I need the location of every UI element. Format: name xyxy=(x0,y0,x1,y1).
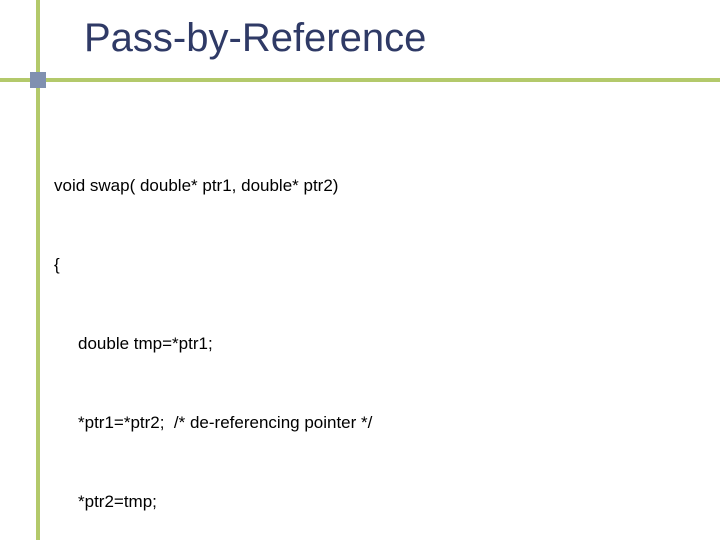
accent-square xyxy=(30,72,46,88)
slide-title: Pass-by-Reference xyxy=(84,16,426,61)
slide: Pass-by-Reference void swap( double* ptr… xyxy=(0,0,720,540)
code-line: *ptr2=tmp; xyxy=(54,489,684,515)
code-line: *ptr1=*ptr2; /* de-referencing pointer *… xyxy=(54,410,684,436)
code-line: void swap( double* ptr1, double* ptr2) xyxy=(54,173,684,199)
code-line: double tmp=*ptr1; xyxy=(54,331,684,357)
code-line: { xyxy=(54,252,684,278)
accent-horizontal-line xyxy=(0,78,720,82)
code-content: void swap( double* ptr1, double* ptr2) {… xyxy=(54,120,684,540)
